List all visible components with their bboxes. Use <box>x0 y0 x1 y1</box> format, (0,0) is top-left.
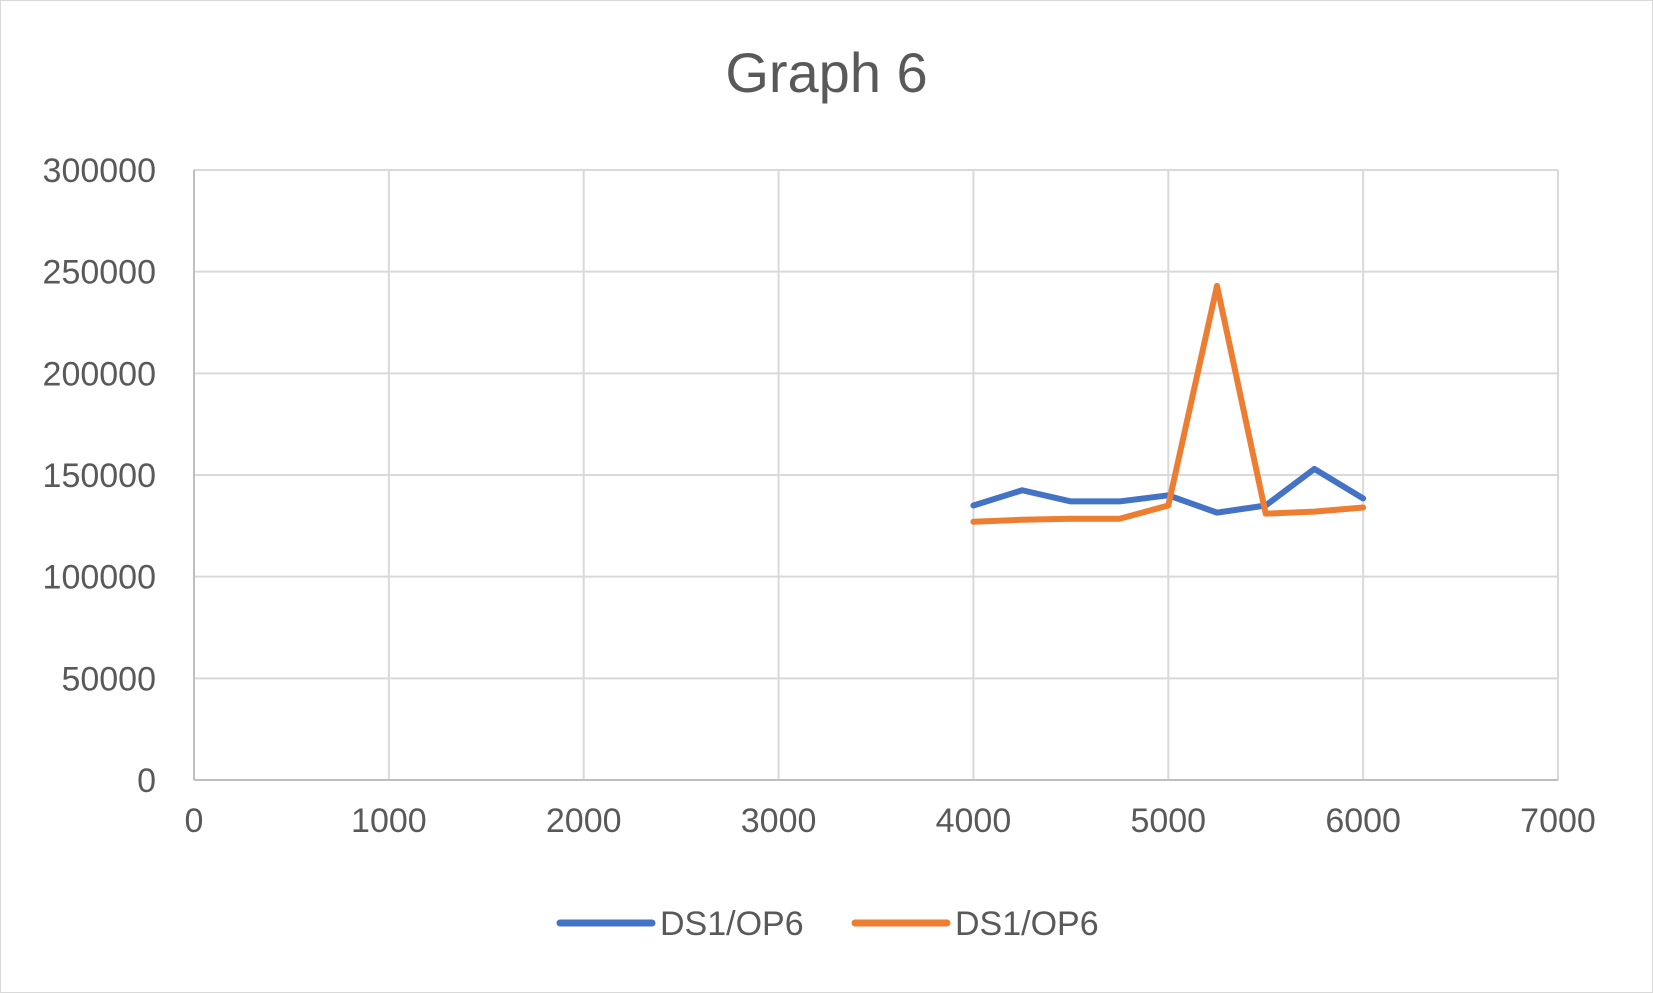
y-tick-label: 0 <box>137 762 156 800</box>
x-tick-label: 6000 <box>1325 802 1401 840</box>
y-axis-ticks: 0 50000 100000 150000 200000 250000 300000 <box>43 152 156 800</box>
x-tick-label: 7000 <box>1520 802 1596 840</box>
y-tick-label: 200000 <box>43 355 156 393</box>
y-tick-label: 300000 <box>43 152 156 190</box>
x-tick-label: 2000 <box>546 802 622 840</box>
x-tick-label: 1000 <box>351 802 427 840</box>
y-tick-label: 150000 <box>43 457 156 495</box>
y-tick-label: 50000 <box>61 660 156 698</box>
x-axis-ticks: 0 1000 2000 3000 4000 5000 6000 7000 <box>185 802 1596 840</box>
legend-label: DS1/OP6 <box>955 905 1099 943</box>
x-tick-label: 3000 <box>741 802 817 840</box>
y-tick-label: 100000 <box>43 559 156 597</box>
x-tick-label: 4000 <box>936 802 1012 840</box>
axes <box>193 170 1558 781</box>
grid <box>194 169 1559 780</box>
legend: DS1/OP6 DS1/OP6 <box>556 905 1099 943</box>
legend-label: DS1/OP6 <box>660 905 804 943</box>
series-line-2 <box>970 282 1367 525</box>
chart-title: Graph 6 <box>725 41 928 104</box>
series <box>970 282 1367 525</box>
x-tick-label: 0 <box>185 802 204 840</box>
y-tick-label: 250000 <box>43 254 156 292</box>
x-tick-label: 5000 <box>1130 802 1206 840</box>
